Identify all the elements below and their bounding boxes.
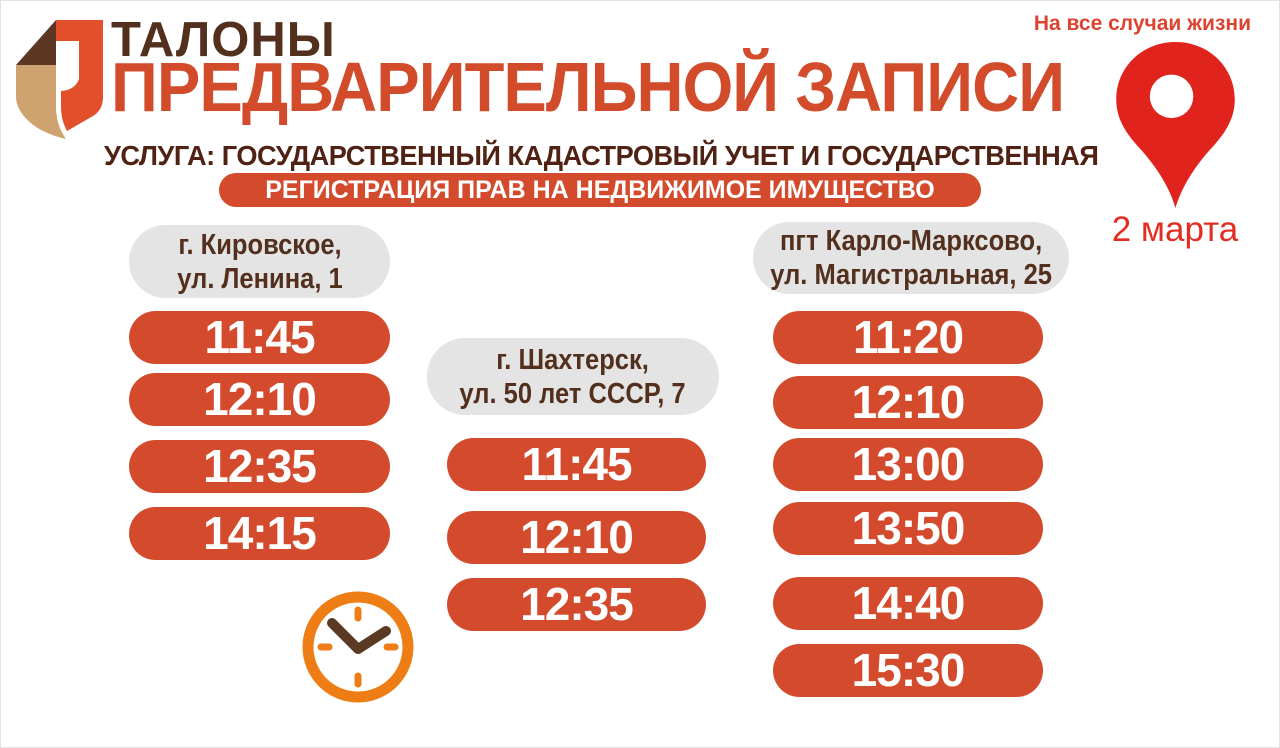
location-street: ул. Ленина, 1	[176, 262, 343, 295]
map-pin-icon	[1116, 42, 1235, 208]
time-slot-pill: 12:35	[129, 440, 390, 493]
time-slot-pill: 12:10	[773, 376, 1043, 429]
service-line: УСЛУГА: ГОСУДАРСТВЕННЫЙ КАДАСТРОВЫЙ УЧЕТ…	[104, 140, 1129, 172]
location-city: г. Кировское,	[177, 228, 342, 261]
service-line-text: УСЛУГА: ГОСУДАРСТВЕННЫЙ КАДАСТРОВЫЙ УЧЕТ…	[104, 140, 1099, 171]
location-street: ул. 50 лет СССР, 7	[459, 377, 687, 410]
poster-title-line2: ПРЕДВАРИТЕЛЬНОЙ ЗАПИСИ	[111, 48, 1136, 126]
time-slot-pill: 13:50	[773, 502, 1043, 555]
time-slot-pill: 12:10	[129, 373, 390, 426]
location-city: г. Шахтерск,	[496, 343, 650, 376]
time-slot-pill: 14:40	[773, 577, 1043, 630]
time-slot-pill: 11:45	[129, 311, 390, 364]
time-slot-pill: 14:15	[129, 507, 390, 560]
time-slot-pill: 11:20	[773, 311, 1043, 364]
clock-icon	[302, 591, 414, 703]
time-slot-pill: 11:45	[447, 438, 706, 491]
time-slot-pill: 13:00	[773, 438, 1043, 491]
location-address: пгт Карло-Марксово, ул. Магистральная, 2…	[770, 224, 1052, 292]
poster-title: ТАЛОНЫ	[111, 13, 336, 67]
location-pill-shakhtersk: г. Шахтерск, ул. 50 лет СССР, 7	[427, 338, 719, 415]
location-pill-karlo-marksovo: пгт Карло-Марксово, ул. Магистральная, 2…	[753, 222, 1069, 294]
location-address: г. Шахтерск, ул. 50 лет СССР, 7	[460, 343, 686, 411]
location-city: пгт Карло-Марксово,	[779, 225, 1043, 257]
slogan-text: На все случаи жизни	[1033, 12, 1251, 35]
location-pill-kirovskoe: г. Кировское, ул. Ленина, 1	[129, 225, 390, 298]
poster-title-line2-text: ПРЕДВАРИТЕЛЬНОЙ ЗАПИСИ	[111, 48, 1065, 126]
time-slot-pill: 12:10	[447, 511, 706, 564]
date-label: 2 марта	[1111, 210, 1239, 249]
location-street: ул. Магистральная, 25	[770, 259, 1052, 291]
time-slot-pill: 12:35	[447, 578, 706, 631]
mfc-documents-logo-icon	[16, 20, 103, 139]
location-address: г. Кировское, ул. Ленина, 1	[177, 228, 342, 296]
service-badge: РЕГИСТРАЦИЯ ПРАВ НА НЕДВИЖИМОЕ ИМУЩЕСТВО	[219, 173, 981, 207]
time-slot-pill: 15:30	[773, 644, 1043, 697]
